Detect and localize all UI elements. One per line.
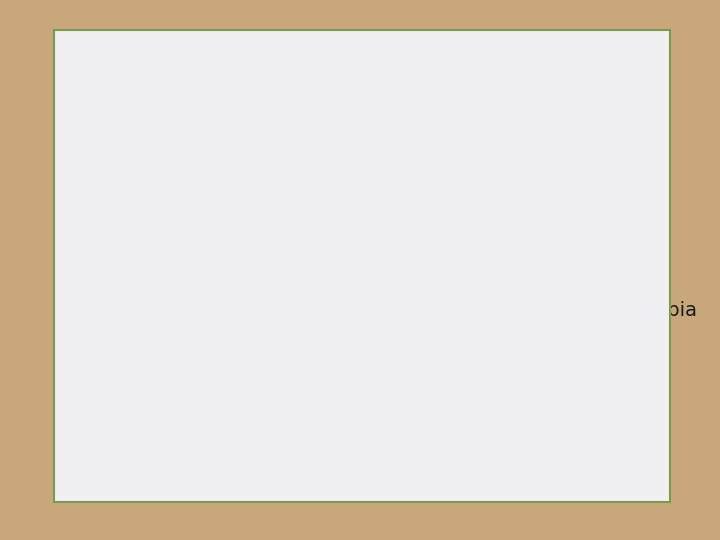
Text: (1) internal iliacs: (1) internal iliacs [119, 256, 283, 275]
Text: >dorsalis pedis->        plantar arches: >dorsalis pedis-> plantar arches [119, 346, 483, 365]
Text: Branches of systemic aorta: Branches of systemic aorta [84, 68, 639, 102]
Text: (2) external iliacs->femorals->                    popliteal->tibia: (2) external iliacs->femorals-> poplitea… [119, 301, 697, 320]
Text: g. right and left common iliac arteries: g. right and left common iliac arteries [100, 212, 469, 231]
